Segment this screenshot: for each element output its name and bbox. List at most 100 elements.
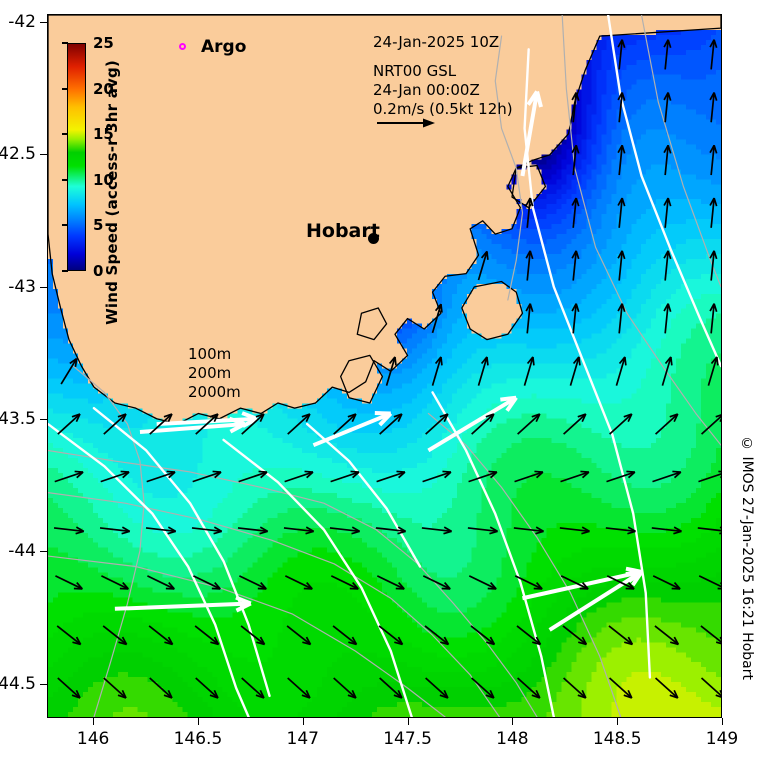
wind-arrow [286, 625, 312, 646]
current-streamline [92, 406, 271, 698]
current-streamline [305, 422, 422, 568]
wind-arrow [569, 356, 581, 386]
wind-arrow [605, 526, 636, 535]
wind-arrow [615, 356, 627, 386]
wind-arrow [425, 677, 449, 699]
current-vector [156, 411, 258, 428]
depth-contour [72, 365, 145, 717]
map-plot-area[interactable] [47, 14, 722, 718]
current-vector [548, 569, 644, 632]
y-tick [40, 683, 47, 685]
wind-arrow [145, 526, 177, 535]
wind-arrow [608, 677, 633, 699]
colorbar-tick-label: 20 [93, 79, 114, 98]
y-tick [40, 154, 47, 156]
wind-arrow [287, 677, 311, 699]
wind-arrow [425, 413, 449, 435]
wind-arrow [654, 677, 679, 699]
coastline [511, 164, 547, 209]
wind-arrow [379, 677, 403, 699]
depth-contour [494, 35, 524, 301]
y-tick [40, 286, 47, 288]
wind-arrow [241, 413, 265, 435]
depth-contour-legend: 100m 200m 2000m [188, 345, 241, 402]
current-streamline [222, 438, 413, 717]
wind-arrow [467, 526, 499, 535]
y-tick-label: -42 [8, 11, 36, 32]
wind-arrow [376, 575, 405, 590]
wind-arrow [663, 303, 672, 334]
wind-arrow [606, 575, 635, 590]
model-info-block: NRT00 GSL 24-Jan 00:00Z 0.2m/s (0.5kt 12… [373, 62, 513, 119]
wind-arrow [571, 92, 580, 123]
wind-arrow [617, 92, 626, 123]
y-tick [40, 21, 47, 23]
wind-arrow [147, 575, 175, 590]
x-tick [93, 718, 95, 725]
wind-arrow [563, 413, 587, 435]
wind-arrow [700, 625, 721, 645]
wind-arrow [697, 526, 721, 535]
wind-arrow [663, 144, 672, 176]
coastline [339, 354, 384, 404]
wind-arrow [284, 575, 313, 590]
wind-arrow [148, 625, 174, 646]
model-name: NRT00 GSL [373, 62, 457, 80]
y-tick [40, 418, 47, 420]
wind-arrow [431, 356, 443, 386]
x-tick [617, 718, 619, 725]
colorbar-tick [62, 178, 68, 181]
y-tick [40, 551, 47, 553]
wind-arrow [525, 250, 534, 281]
wind-arrow [149, 677, 173, 699]
wind-arrow [709, 197, 718, 228]
wind-arrow [385, 356, 397, 386]
wind-arrow [376, 470, 406, 483]
wind-arrow [149, 413, 173, 435]
current-streamline [606, 15, 721, 368]
wind-arrow [516, 625, 542, 646]
wind-arrow [663, 92, 672, 123]
argo-legend-label: Argo [201, 37, 247, 57]
colorbar-tick [62, 270, 68, 272]
wind-arrow [287, 413, 311, 435]
wind-arrow [571, 144, 580, 176]
model-scale: 0.2m/s (0.5kt 12h) [373, 100, 513, 118]
wind-arrow [101, 575, 129, 590]
y-tick-label: -43 [8, 276, 36, 297]
wind-arrow [652, 575, 681, 590]
colorbar-tick [62, 224, 68, 227]
colorbar: 0 5 10 15 20 25 [62, 34, 114, 280]
wind-arrow [421, 526, 453, 535]
wind-arrow [652, 470, 682, 483]
wind-arrow [700, 677, 721, 698]
place-label-hobart: Hobart [306, 220, 380, 242]
wind-arrow [663, 250, 672, 281]
wind-arrow [560, 575, 589, 590]
wind-arrow [238, 470, 268, 483]
wind-arrow [559, 526, 590, 535]
wind-arrow [606, 470, 636, 483]
wind-arrow [523, 356, 535, 386]
x-tick-label: 149 [705, 729, 739, 749]
wind-arrow [608, 625, 634, 646]
wind-arrow [193, 575, 221, 590]
wind-arrow [329, 526, 361, 535]
wind-arrow [709, 92, 718, 123]
wind-arrow [192, 470, 222, 483]
wind-arrow [330, 575, 359, 590]
wind-arrow [655, 413, 679, 435]
wind-arrow [563, 677, 587, 699]
wind-arrow [191, 526, 223, 535]
wind-arrow [379, 413, 403, 435]
wind-arrow [654, 625, 680, 646]
wind-arrow [194, 625, 220, 646]
wind-arrow [422, 470, 452, 483]
wind-arrow [513, 526, 544, 535]
x-tick-label: 146.5 [173, 729, 223, 749]
wind-arrow [514, 575, 543, 590]
wind-arrow [617, 197, 626, 228]
colorbar-tick-label: 25 [93, 34, 114, 52]
current-vector [312, 411, 393, 448]
wind-arrow [333, 677, 357, 699]
